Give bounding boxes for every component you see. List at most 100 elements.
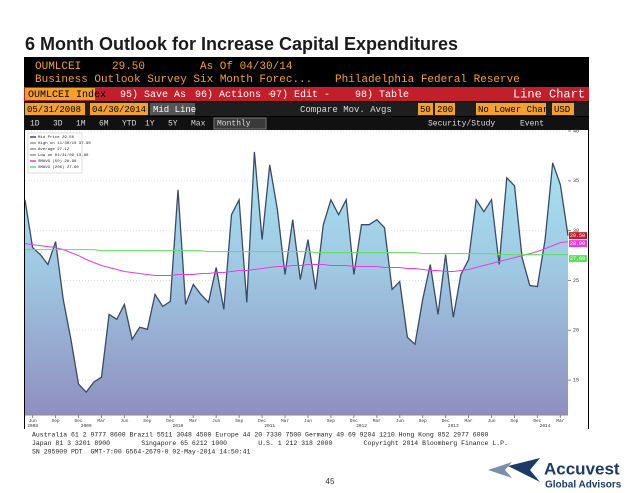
- x-tick-label: Dec: [74, 418, 82, 424]
- x-tick-label: Sep: [143, 418, 151, 424]
- y-tick-label: 15: [573, 377, 579, 383]
- period-button: 5Y: [168, 120, 178, 129]
- footer-line: SN 295909 PDT GMT-7:00 G564-2679-0 02-Ma…: [32, 449, 251, 456]
- last-value-label: 27.60: [570, 256, 585, 262]
- period-button: 1Y: [145, 120, 155, 129]
- price: 29.50: [112, 61, 145, 73]
- currency: USD: [554, 105, 570, 115]
- x-year-label: 2009: [81, 423, 92, 429]
- period-button: Max: [191, 120, 206, 129]
- x-tick-label: Jun: [29, 418, 37, 424]
- y-tick-label: 25: [573, 278, 579, 284]
- frequency-box[interactable]: [213, 117, 267, 130]
- logo-arrow: [488, 462, 512, 478]
- x-tick-label: Dec: [442, 418, 450, 424]
- x-tick-label: Mar: [465, 418, 473, 424]
- x-year-label: 2013: [448, 423, 459, 429]
- line: [24, 241, 569, 276]
- x-tick-label: Mar: [97, 418, 105, 424]
- line: [24, 151, 569, 394]
- legend-entry: Mid Price 29.50: [38, 135, 75, 140]
- x-year-label: 2008: [27, 423, 38, 429]
- menu-item: 96) Actions -: [195, 89, 273, 101]
- y-tick-label: 40: [573, 128, 579, 134]
- x-tick-label: Jun: [396, 418, 404, 424]
- x-year-label: 2010: [173, 423, 184, 429]
- legend-entry: Low on 01/31/09 13.80: [38, 153, 89, 158]
- compare-mov-avgs: Compare Mov. Avgs: [300, 105, 392, 115]
- menu-item: 98) Table: [355, 89, 409, 101]
- menu-item: 97) Edit -: [270, 89, 330, 101]
- logo: Accuvest Global Advisors: [488, 458, 622, 491]
- logo-arrow: [508, 458, 540, 482]
- period-bar: [24, 117, 589, 130]
- x-tick-label: Jun: [304, 418, 312, 424]
- menu-item: OUMLCEI Index: [28, 89, 106, 101]
- ma1-box[interactable]: [418, 103, 433, 115]
- end-date: 04/30/2014: [92, 105, 146, 115]
- x-year-label: 2014: [540, 423, 551, 429]
- y-tick-label: 30: [573, 228, 579, 234]
- x-tick-label: Dec: [533, 418, 541, 424]
- legend-entry: SMAVG (50) 28.90: [38, 159, 77, 164]
- x-tick-label: Jun: [487, 418, 495, 424]
- study: Security/Study: [428, 120, 495, 129]
- currency-box[interactable]: [552, 103, 574, 115]
- lower-chart-box[interactable]: [476, 103, 546, 115]
- last-value-box: [569, 255, 587, 263]
- as-of: As Of 04/30/14: [200, 61, 293, 73]
- x-tick-label: Dec: [166, 418, 174, 424]
- legend-entry: Average 27.12: [38, 147, 70, 152]
- last-value-box: [569, 240, 587, 248]
- x-tick-label: Sep: [235, 418, 243, 424]
- x-tick-label: Jun: [120, 418, 128, 424]
- ma2-box[interactable]: [435, 103, 455, 115]
- line: [25, 249, 568, 256]
- x-tick-label: Sep: [327, 418, 335, 424]
- menu-item: 95) Save As: [120, 89, 186, 101]
- mid-line: Mid Line: [153, 105, 196, 115]
- end-date-box[interactable]: [90, 103, 148, 115]
- source: Philadelphia Federal Reserve: [335, 74, 520, 86]
- last-value-label: 28.90: [570, 241, 585, 247]
- period-button: YTD: [122, 120, 137, 129]
- frequency: Monthly: [217, 120, 251, 129]
- footer-line: Australia 61 2 9777 8600 Brazil 5511 304…: [32, 432, 488, 439]
- menu-bar: [24, 87, 589, 101]
- logo-name: Accuvest: [544, 459, 620, 478]
- event: Event: [520, 120, 544, 129]
- x-tick-label: Mar: [373, 418, 381, 424]
- x-tick-label: Mar: [189, 418, 197, 424]
- ma2: 200: [437, 105, 453, 115]
- x-year-label: 2011: [264, 423, 275, 429]
- x-year-label: 2012: [356, 423, 367, 429]
- x-tick-label: Mar: [281, 418, 289, 424]
- period-button: 3D: [53, 120, 63, 129]
- slide-title: 6 Month Outlook for Increase Capital Exp…: [25, 34, 458, 54]
- start-date: 05/31/2008: [27, 105, 81, 115]
- description: Business Outlook Survey Six Month Forec.…: [35, 74, 312, 86]
- y-tick-label: 20: [573, 328, 579, 334]
- lower-chart: No Lower Char: [478, 105, 548, 115]
- x-tick-label: Sep: [510, 418, 518, 424]
- x-tick-label: Dec: [258, 418, 266, 424]
- last-value-label: 29.50: [570, 233, 585, 239]
- security-box[interactable]: [25, 88, 95, 100]
- x-tick-label: Sep: [419, 418, 427, 424]
- start-date-box[interactable]: [25, 103, 85, 115]
- footer-line: Japan 81 3 3201 8900 Singapore 65 6212 1…: [32, 440, 508, 447]
- page-number: 45: [326, 477, 335, 486]
- area: [25, 151, 568, 415]
- x-tick-label: Jun: [212, 418, 220, 424]
- logo-tagline: Global Advisors: [545, 480, 622, 491]
- menu-item: Line Chart: [513, 88, 585, 102]
- x-tick-label: Sep: [52, 418, 60, 424]
- mid-line-box[interactable]: [150, 103, 195, 115]
- ticker: OUMLCEI: [35, 61, 81, 73]
- legend-box: [27, 132, 83, 174]
- last-value-box: [569, 232, 587, 240]
- period-button: 1D: [30, 120, 40, 129]
- period-button: 1M: [76, 120, 86, 129]
- ma1: 50: [420, 105, 431, 115]
